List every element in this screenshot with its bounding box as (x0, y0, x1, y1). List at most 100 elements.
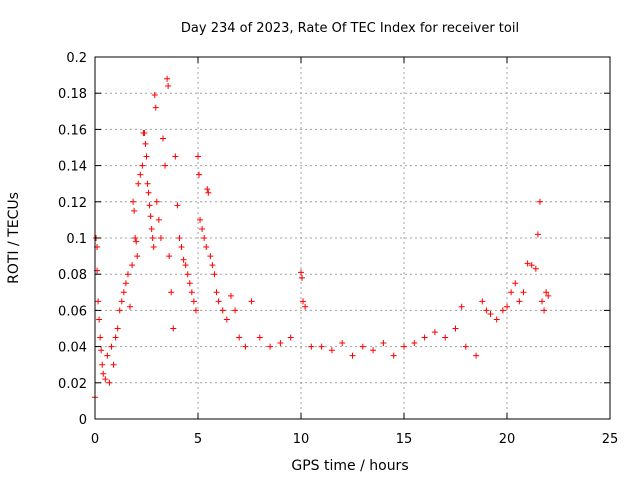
data-point (174, 202, 181, 209)
data-point (144, 180, 151, 187)
data-point (188, 289, 195, 296)
data-point (528, 262, 535, 269)
data-point (504, 303, 510, 310)
data-point (223, 316, 230, 323)
data-point (168, 289, 175, 296)
data-point (370, 347, 377, 354)
data-point (256, 334, 263, 341)
data-points (92, 75, 552, 401)
data-point (176, 235, 183, 241)
data-point (95, 298, 102, 305)
data-point (209, 262, 216, 269)
data-point (242, 343, 249, 350)
grid-lines (95, 57, 610, 419)
data-point (147, 213, 154, 220)
data-point (431, 329, 438, 336)
data-point (543, 289, 550, 296)
data-point (100, 370, 107, 377)
data-point (182, 262, 189, 269)
data-point (146, 202, 153, 209)
data-point (149, 235, 156, 241)
data-point (452, 325, 459, 332)
data-point (162, 162, 169, 169)
data-point (148, 225, 155, 232)
data-point (190, 298, 197, 305)
data-point (129, 262, 136, 269)
data-point (534, 231, 541, 238)
data-point (236, 334, 243, 341)
data-point (411, 339, 418, 346)
data-point (170, 325, 177, 332)
y-axis-ticks: 0 0.02 0.04 0.06 0.08 0.1 0.12 0.14 0.16 0.18 0.2 (58, 51, 610, 428)
data-point (483, 307, 490, 314)
data-point (143, 153, 150, 160)
data-point (110, 361, 117, 368)
data-point (248, 298, 255, 305)
x-tick-label: 0 (91, 432, 99, 447)
data-point (122, 280, 129, 287)
data-point (545, 292, 552, 299)
data-point (99, 361, 106, 368)
data-point (120, 289, 127, 296)
data-point (172, 153, 179, 160)
y-tick-label: 0.12 (58, 196, 87, 211)
data-point (499, 307, 506, 314)
data-point (137, 171, 144, 178)
data-point (139, 162, 146, 169)
data-point (532, 265, 539, 272)
data-point (135, 180, 142, 187)
data-point (112, 334, 119, 341)
data-point (328, 347, 335, 354)
data-point (150, 244, 157, 251)
data-point (98, 347, 105, 354)
data-point (227, 292, 234, 299)
data-point (133, 238, 140, 245)
data-point (205, 189, 212, 196)
y-tick-label: 0.02 (58, 377, 87, 392)
y-tick-label: 0.08 (58, 268, 87, 283)
data-point (204, 186, 211, 193)
data-point (339, 339, 346, 346)
data-point (159, 135, 166, 142)
x-tick-label: 20 (499, 432, 516, 447)
data-point (349, 352, 356, 359)
data-point (131, 207, 138, 214)
data-point (203, 244, 210, 251)
data-point (458, 303, 465, 310)
x-tick-label: 25 (602, 432, 619, 447)
y-axis-label: ROTI / TECUs (6, 192, 22, 284)
data-point (164, 75, 171, 82)
data-point (536, 198, 543, 205)
data-point (298, 269, 304, 276)
y-tick-label: 0.06 (58, 304, 87, 319)
data-point (493, 316, 500, 323)
data-point (302, 303, 309, 310)
data-point (508, 289, 515, 296)
data-point (359, 343, 366, 350)
y-tick-label: 0.1 (66, 232, 87, 247)
data-point (165, 82, 172, 89)
data-point (299, 274, 306, 281)
data-point (390, 352, 397, 359)
data-point (213, 289, 220, 296)
y-tick-label: 0.04 (58, 341, 87, 356)
data-point (201, 235, 208, 241)
plot-frame (94, 56, 611, 420)
data-point (157, 235, 164, 241)
data-point (442, 334, 449, 341)
data-point (151, 92, 158, 99)
data-point (300, 298, 307, 305)
data-point (106, 379, 113, 386)
data-point (232, 307, 239, 314)
data-point (124, 271, 131, 278)
data-point (130, 198, 137, 205)
data-point (108, 343, 115, 350)
data-point (152, 104, 159, 111)
y-tick-label: 0 (79, 413, 87, 428)
data-point (116, 307, 123, 314)
data-point (318, 343, 325, 350)
data-point (178, 244, 185, 251)
data-point (166, 253, 173, 260)
data-point (195, 153, 201, 160)
data-point (114, 325, 121, 332)
